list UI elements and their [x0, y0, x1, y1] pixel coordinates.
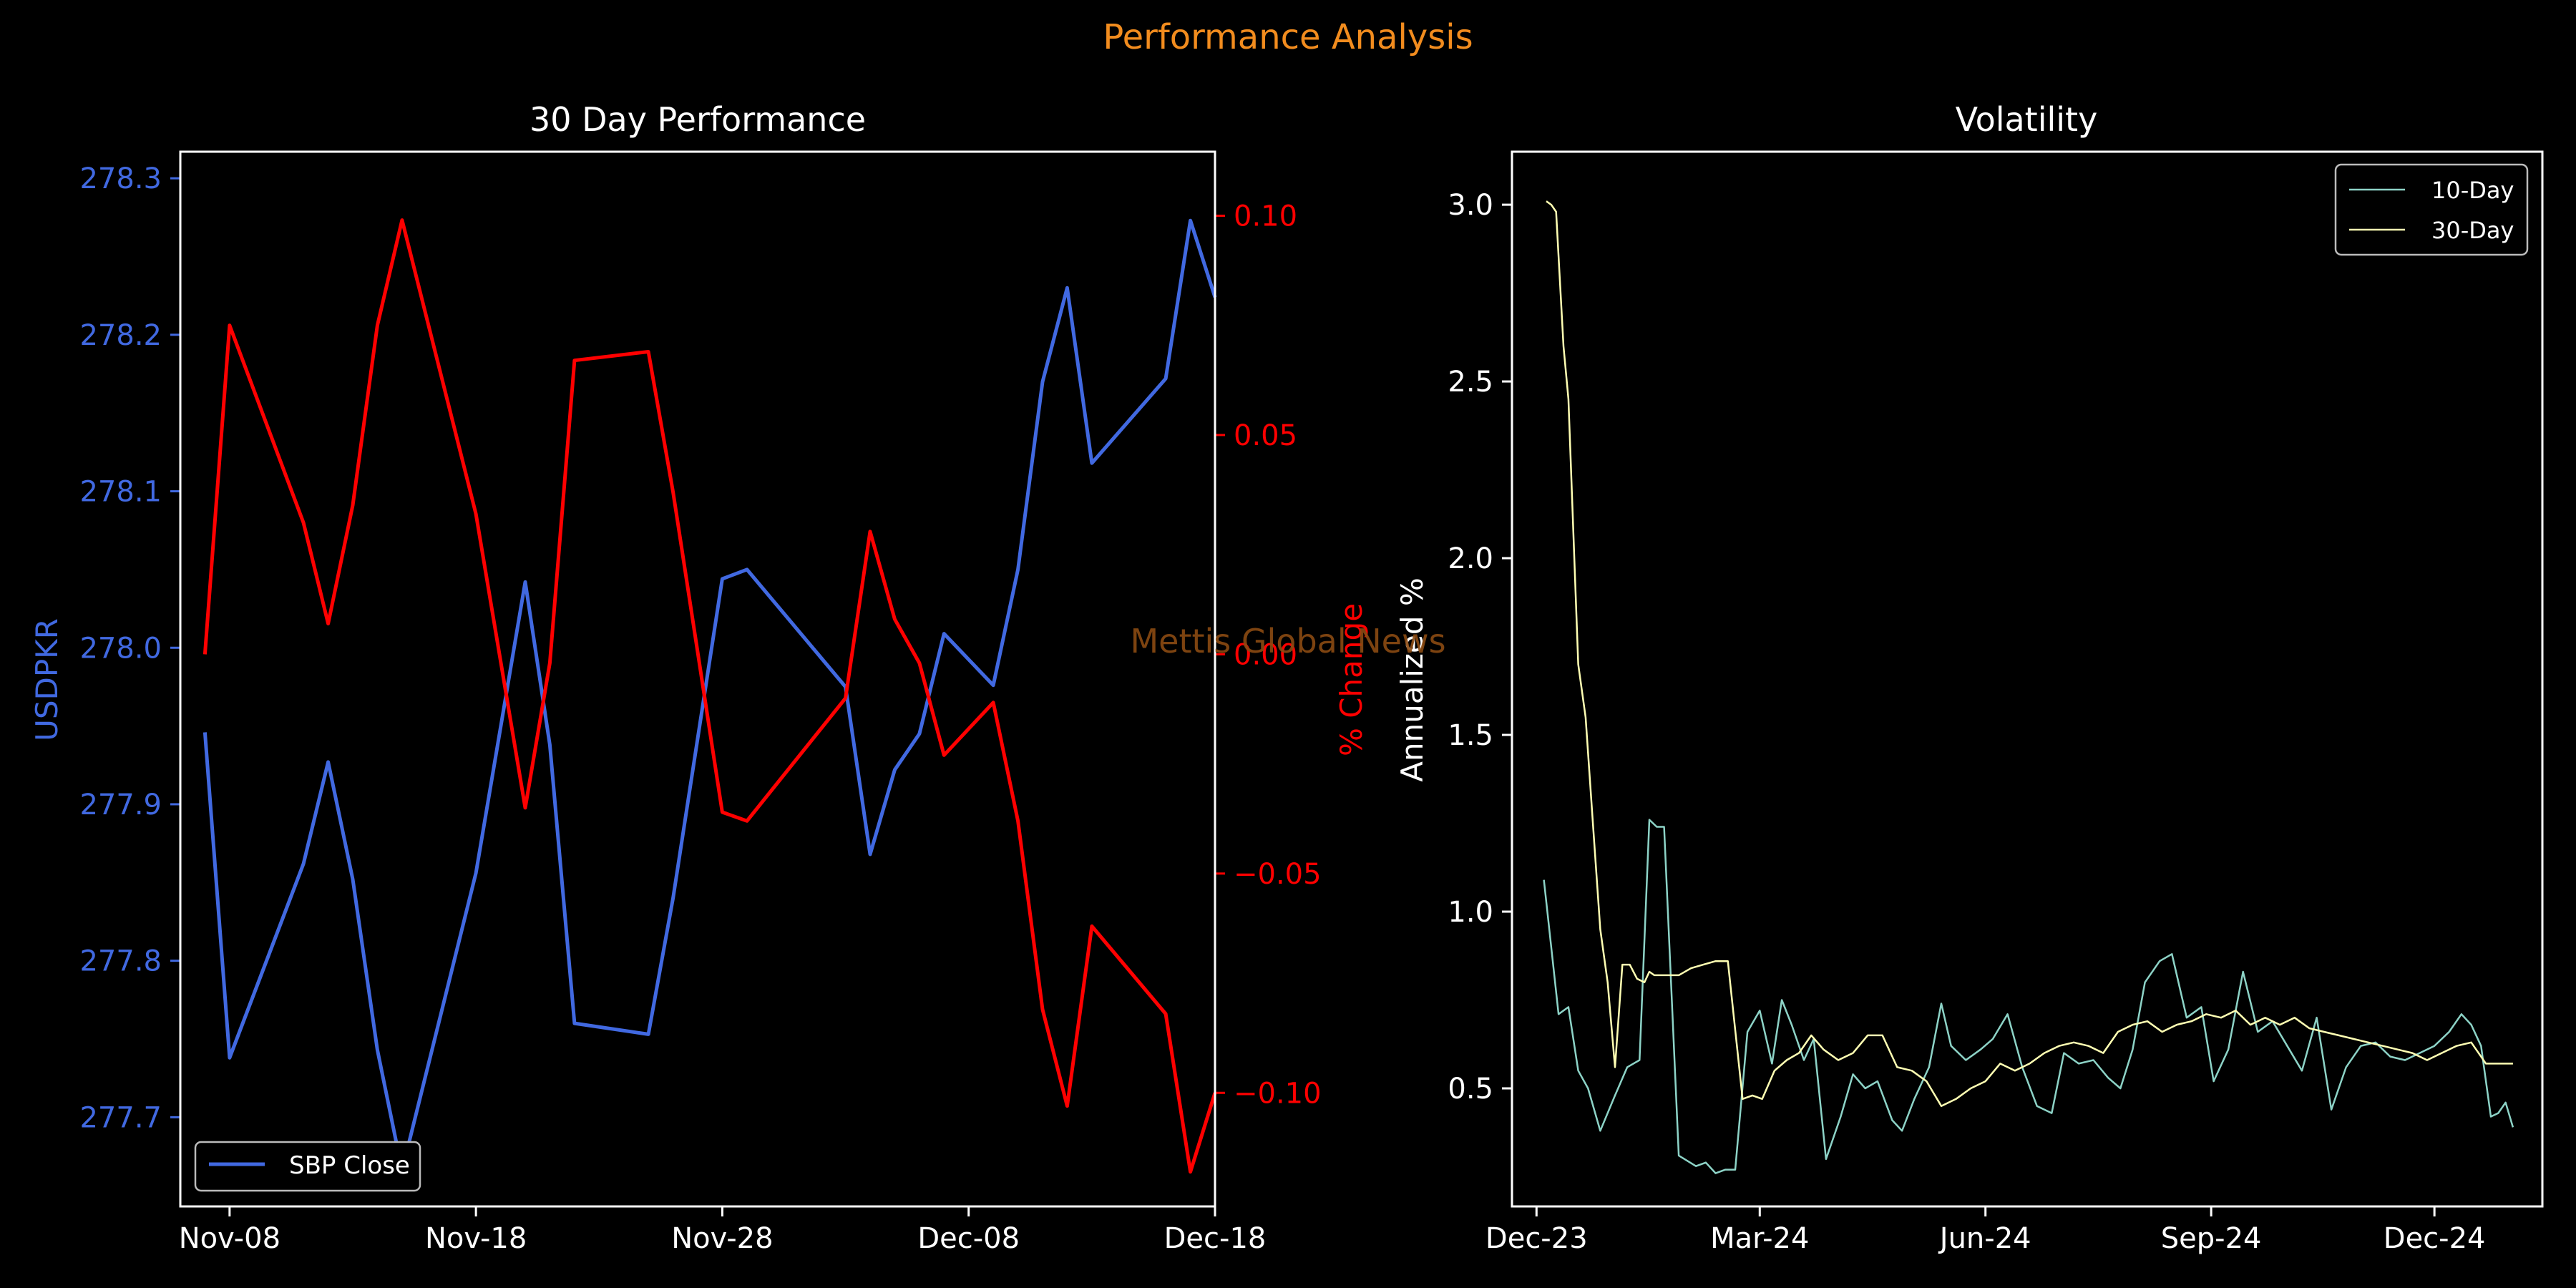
y-tick-label: 278.1 [79, 476, 162, 509]
left-axes-frame [179, 150, 1216, 1208]
x-tick-label: Nov-28 [671, 1222, 773, 1255]
series-line-30-day [1546, 200, 2513, 1107]
y2-tick-label: 0.10 [1234, 200, 1297, 233]
right-series [1543, 200, 2514, 1174]
y-tick-label: 277.8 [79, 945, 162, 978]
y-tick-label: 2.5 [1448, 366, 1493, 399]
x-tick-label: Sep-24 [2161, 1222, 2262, 1255]
y-tick-label: 1.0 [1448, 896, 1493, 929]
y2-tick-label: 0.05 [1234, 419, 1297, 452]
legend-label-30-day: 30-Day [2431, 217, 2514, 244]
right-ticks: Dec-23 Mar-24 Jun-24 Sep-24 Dec-24 0.5 1.0 1.5 2… [1448, 189, 2485, 1255]
x-tick-label: Nov-08 [179, 1222, 280, 1255]
x-tick-label: Dec-24 [2384, 1222, 2486, 1255]
x-tick-label: Dec-23 [1485, 1222, 1588, 1255]
y-tick-label: 277.9 [79, 789, 162, 821]
legend-label-sbp-close: SBP Close [289, 1151, 410, 1180]
right-legend: 10-Day 30-Day [2334, 163, 2529, 256]
y-tick-label: 278.3 [79, 162, 162, 195]
right-axes-frame [1511, 150, 2544, 1208]
x-tick-label: Nov-18 [425, 1222, 527, 1255]
y-tick-label: 278.0 [79, 632, 162, 665]
left-title: 30 Day Performance [530, 100, 866, 139]
x-tick-label: Jun-24 [1938, 1222, 2031, 1255]
legend-label-10-day: 10-Day [2431, 177, 2514, 204]
left-ticks: Nov-08 Nov-18 Nov-28 Dec-08 Dec-18 277.7 277.8… [79, 162, 1321, 1255]
right-title: Volatility [1956, 100, 2098, 139]
left-panel: 30 Day Performance Nov-08 Nov-18 Nov-28 Dec… [29, 100, 1369, 1255]
right-panel: Volatility Dec-23 Mar-24 Jun-24 Sep-24 Dec-2… [1395, 100, 2544, 1255]
x-tick-label: Dec-18 [1164, 1222, 1267, 1255]
y-tick-label: 1.5 [1448, 719, 1493, 752]
y2-tick-label: −0.10 [1234, 1077, 1322, 1110]
y-tick-label: 278.2 [79, 319, 162, 352]
right-ylabel: % Change [1334, 603, 1369, 756]
y2-tick-label: 0.00 [1234, 638, 1297, 671]
series-line-10-day [1543, 819, 2514, 1174]
vol-ylabel: Annualized % [1395, 577, 1430, 781]
y-tick-label: 0.5 [1448, 1073, 1493, 1106]
y-tick-label: 277.7 [79, 1101, 162, 1134]
x-tick-label: Mar-24 [1710, 1222, 1809, 1255]
right-legend-box [2334, 163, 2529, 256]
left-ylabel: USDPKR [29, 618, 64, 741]
left-series [203, 218, 1217, 1174]
suptitle: Performance Analysis [1103, 17, 1473, 57]
series-line-sbp-close [203, 218, 1217, 1173]
y-tick-label: 2.0 [1448, 542, 1493, 575]
left-legend: SBP Close [194, 1141, 421, 1192]
y-tick-label: 3.0 [1448, 189, 1493, 222]
left-legend-box [194, 1141, 421, 1192]
y2-tick-label: −0.05 [1234, 858, 1322, 891]
x-tick-label: Dec-08 [917, 1222, 1020, 1255]
series-line-pct-change [203, 218, 1217, 1174]
watermark: Mettis Global News [1130, 622, 1445, 660]
